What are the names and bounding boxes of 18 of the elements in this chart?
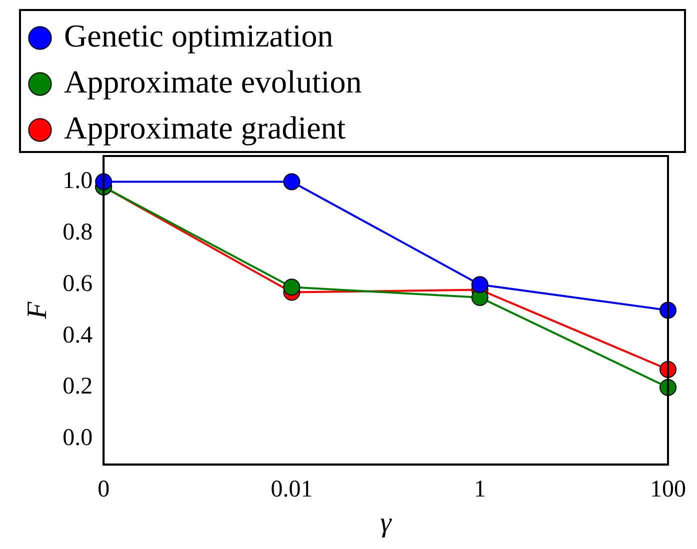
x-tick-label: 100 xyxy=(650,476,686,502)
legend-label: Genetic optimization xyxy=(64,17,334,54)
y-tick-label: 0.4 xyxy=(62,322,93,348)
y-tick-label: 0.2 xyxy=(62,374,93,400)
x-tick-label: 1 xyxy=(474,476,486,502)
point xyxy=(471,276,488,294)
y-tick-label: 0.0 xyxy=(62,425,93,452)
y-tick-label: 0.6 xyxy=(62,270,93,297)
x-tick-label: 0.01 xyxy=(270,476,313,502)
y-tick-label: 0.8 xyxy=(62,219,93,246)
legend-label: Approximate evolution xyxy=(64,63,362,100)
y-tick-label: 1.0 xyxy=(62,168,93,194)
x-tick-label: 0 xyxy=(98,476,110,502)
point xyxy=(283,173,300,190)
y-axis-title: F xyxy=(22,300,54,320)
x-axis-title: γ xyxy=(380,508,392,539)
point xyxy=(283,278,300,296)
legend-label: Approximate gradient xyxy=(64,109,346,146)
